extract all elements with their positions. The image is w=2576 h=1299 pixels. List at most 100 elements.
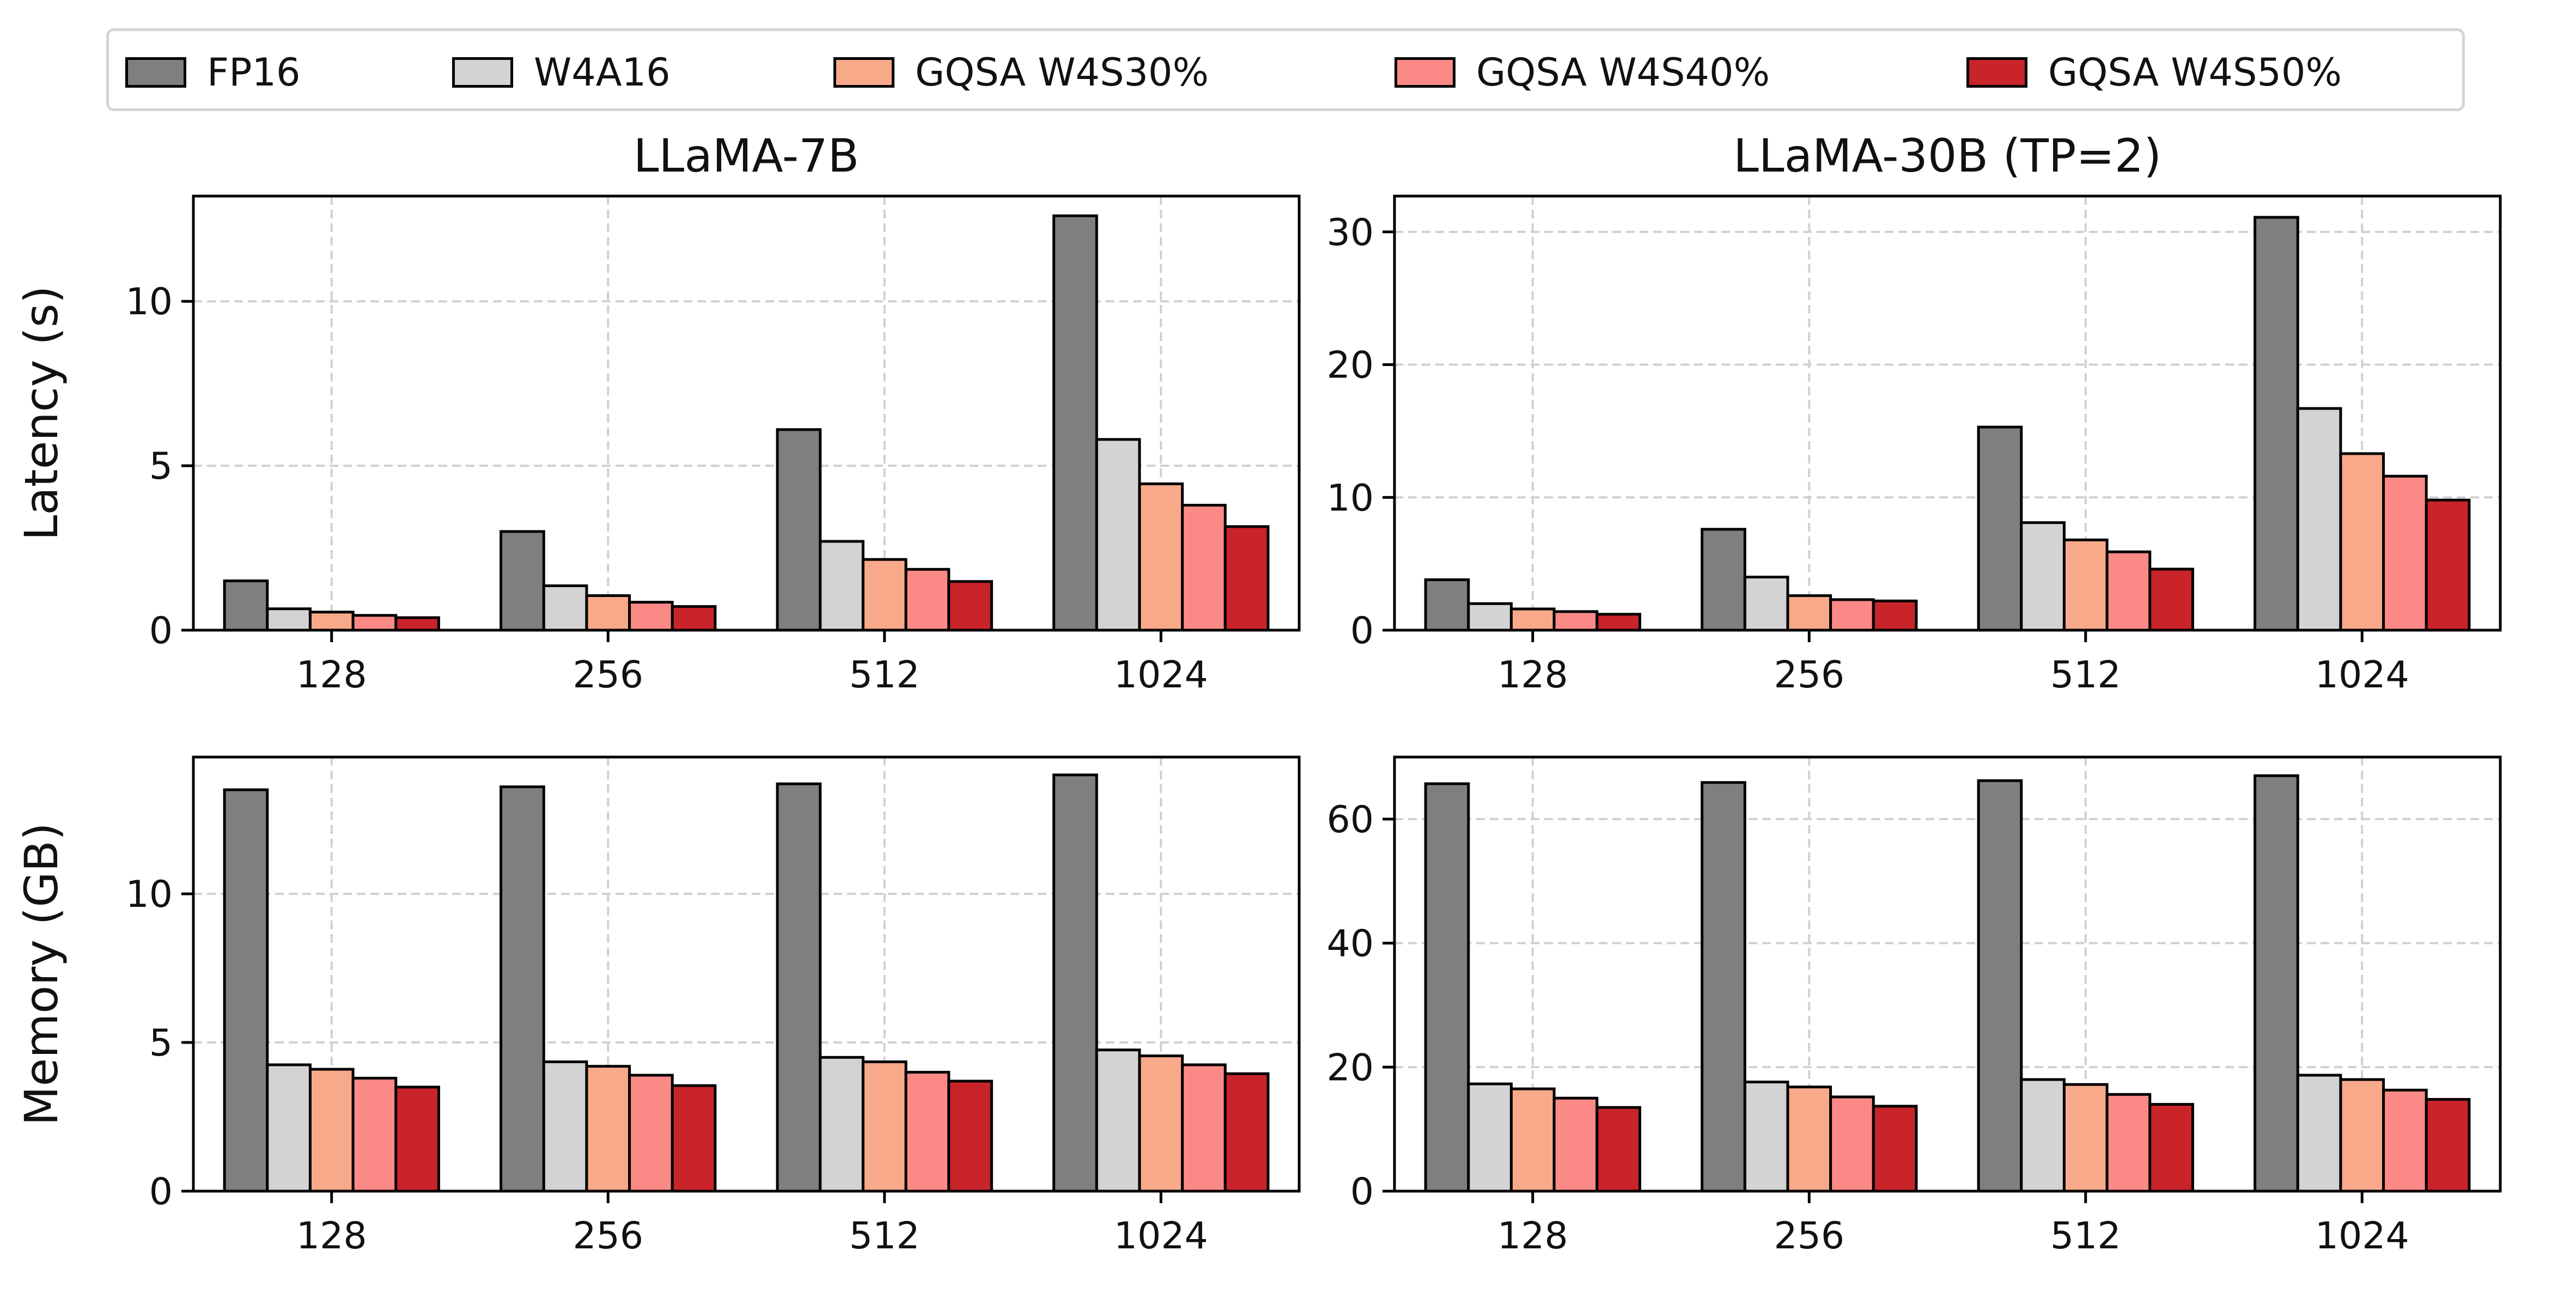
bar-gqsa-w4s50-1024 <box>1223 1072 1270 1193</box>
bar-gqsa-w4s50-128 <box>394 1085 440 1193</box>
bar-gqsa-w4s50-512 <box>2148 1103 2194 1193</box>
bar-gqsa-w4s40-128 <box>351 1077 398 1193</box>
legend-label-gqsa-w4s50: GQSA W4S50% <box>2048 50 2342 95</box>
bar-gqsa-w4s30-1024 <box>2339 1078 2385 1193</box>
bar-fp16-128 <box>223 579 269 632</box>
bar-gqsa-w4s30-1024 <box>1138 1054 1184 1193</box>
bar-gqsa-w4s40-128 <box>1552 1096 1599 1193</box>
bar-fp16-256 <box>500 530 545 632</box>
y-tick-label: 30 <box>1326 211 1374 254</box>
bar-gqsa-w4s50-128 <box>1595 613 1641 632</box>
bar-gqsa-w4s40-1024 <box>1181 504 1227 632</box>
y-tick-label: 20 <box>1326 344 1374 387</box>
bar-fp16-512 <box>776 782 822 1193</box>
bar-gqsa-w4s30-512 <box>2062 1083 2109 1193</box>
x-tick-label: 512 <box>849 1215 920 1258</box>
bar-gqsa-w4s50-128 <box>1595 1106 1641 1193</box>
bar-gqsa-w4s30-256 <box>1786 594 1832 632</box>
legend-label-gqsa-w4s40: GQSA W4S40% <box>1476 50 1770 95</box>
bar-gqsa-w4s40-256 <box>1829 598 1875 632</box>
bar-gqsa-w4s30-1024 <box>2339 452 2385 632</box>
bar-gqsa-w4s40-1024 <box>2382 1088 2428 1193</box>
bar-fp16-256 <box>500 785 545 1193</box>
bar-gqsa-w4s50-256 <box>1872 599 1918 632</box>
bar-w4a16-512 <box>819 1056 864 1193</box>
bar-w4a16-256 <box>542 1060 588 1193</box>
chart-title: LLaMA-7B <box>634 129 860 182</box>
bar-w4a16-1024 <box>1095 1048 1141 1193</box>
bar-w4a16-256 <box>1743 1081 1789 1193</box>
x-tick-label: 128 <box>296 1215 367 1258</box>
bar-w4a16-1024 <box>2296 407 2342 632</box>
bar-w4a16-256 <box>542 584 588 632</box>
plot-frame <box>192 755 1301 1193</box>
x-tick-label: 256 <box>573 1215 643 1258</box>
y-tick-label: 0 <box>149 1170 173 1213</box>
y-tick-label: 10 <box>125 873 173 916</box>
legend-swatch-gqsa-w4s50 <box>1966 57 2027 88</box>
bar-gqsa-w4s30-512 <box>861 558 908 632</box>
x-tick-label: 256 <box>573 654 643 697</box>
legend-swatch-gqsa-w4s40 <box>1394 57 1456 88</box>
bar-gqsa-w4s30-256 <box>585 1065 631 1193</box>
y-tick-label: 20 <box>1326 1046 1374 1089</box>
bar-gqsa-w4s30-128 <box>1509 607 1556 632</box>
bar-fp16-128 <box>223 788 269 1193</box>
legend-swatch-fp16 <box>125 57 186 88</box>
bar-gqsa-w4s50-256 <box>671 605 717 632</box>
legend: FP16 W4A16 GQSA W4S30% GQSA W4S40% GQSA … <box>106 28 2465 111</box>
x-tick-label: 128 <box>296 654 367 697</box>
bar-w4a16-512 <box>2020 1078 2066 1193</box>
bar-fp16-1024 <box>1052 214 1098 632</box>
bar-w4a16-128 <box>1467 1082 1513 1193</box>
bar-w4a16-512 <box>2020 521 2066 632</box>
x-tick-label: 1024 <box>2315 654 2409 697</box>
bar-gqsa-w4s50-512 <box>947 580 993 632</box>
legend-label-gqsa-w4s30: GQSA W4S30% <box>915 50 1209 95</box>
bar-gqsa-w4s30-128 <box>1509 1087 1556 1193</box>
bar-w4a16-256 <box>1743 576 1789 632</box>
x-tick-label: 256 <box>1774 654 1844 697</box>
x-tick-label: 1024 <box>1114 654 1208 697</box>
bar-gqsa-w4s30-128 <box>308 611 355 632</box>
y-tick-label: 40 <box>1326 923 1374 966</box>
x-tick-label: 1024 <box>1114 1215 1208 1258</box>
bar-gqsa-w4s50-1024 <box>2425 498 2471 632</box>
y-tick-label: 0 <box>1350 609 1374 652</box>
bar-fp16-1024 <box>1052 773 1098 1193</box>
bar-w4a16-1024 <box>2296 1074 2342 1193</box>
y-tick-label: 0 <box>1350 1170 1374 1213</box>
y-tick-label: 0 <box>149 609 173 652</box>
bar-fp16-1024 <box>2254 774 2299 1193</box>
bar-fp16-512 <box>776 428 822 632</box>
bar-gqsa-w4s40-128 <box>1552 610 1599 632</box>
bar-w4a16-1024 <box>1095 438 1141 632</box>
bar-fp16-256 <box>1701 781 1746 1193</box>
legend-swatch-w4a16 <box>452 57 513 88</box>
bar-fp16-1024 <box>2254 216 2299 632</box>
bar-gqsa-w4s30-512 <box>2062 538 2109 632</box>
legend-label-w4a16: W4A16 <box>534 50 671 95</box>
bar-fp16-512 <box>1977 779 2023 1193</box>
bar-gqsa-w4s40-1024 <box>2382 474 2428 632</box>
bar-fp16-256 <box>1701 528 1746 632</box>
bar-gqsa-w4s50-256 <box>671 1084 717 1193</box>
bar-fp16-128 <box>1424 782 1470 1193</box>
bar-gqsa-w4s40-1024 <box>1181 1063 1227 1193</box>
bar-fp16-512 <box>1977 425 2023 632</box>
bar-gqsa-w4s30-128 <box>308 1068 355 1193</box>
bar-gqsa-w4s50-256 <box>1872 1105 1918 1193</box>
x-tick-label: 1024 <box>2315 1215 2409 1258</box>
bar-w4a16-512 <box>819 540 864 632</box>
bar-gqsa-w4s30-256 <box>585 594 631 632</box>
y-tick-label: 10 <box>1326 477 1374 520</box>
bar-gqsa-w4s30-1024 <box>1138 482 1184 632</box>
bar-gqsa-w4s40-512 <box>904 568 951 632</box>
bar-gqsa-w4s40-512 <box>2105 1093 2152 1193</box>
bar-gqsa-w4s40-128 <box>351 614 398 632</box>
y-tick-label: 10 <box>125 280 173 324</box>
x-tick-label: 128 <box>1497 654 1568 697</box>
plot-frame <box>1393 194 2502 632</box>
bar-gqsa-w4s40-256 <box>628 601 674 632</box>
